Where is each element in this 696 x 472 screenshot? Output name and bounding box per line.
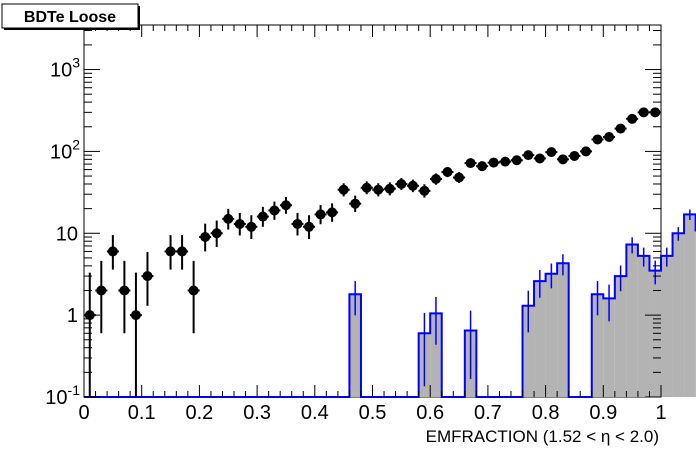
y-tick-label: 1 [67,305,78,327]
y-tick-label-exponent: -1 [68,382,81,398]
data-point [454,172,465,183]
data-point [477,161,488,172]
data-point [177,246,188,257]
data-point [119,285,130,296]
histogram-bar [430,313,442,397]
data-point [615,123,626,134]
x-axis-title: EMFRACTION (1.52 < η < 2.0) [426,427,659,446]
histogram-bar [349,294,361,397]
data-point [269,205,280,216]
x-tick-label: 0.2 [185,402,213,424]
histogram-bar [522,305,535,397]
histogram-layer [84,209,696,398]
histogram-bar [626,244,638,397]
x-tick-label: 1 [655,402,666,424]
histogram-bar [557,263,569,397]
data-point [142,271,153,282]
data-point [257,211,268,222]
data-point [338,184,349,195]
y-tick-label-exponent: 3 [72,55,80,71]
data-point [304,221,315,232]
histogram-bar [684,214,696,397]
histogram-bar [545,273,558,397]
y-tick-label: 10 [56,223,78,245]
data-point [534,153,545,164]
data-point [165,246,176,257]
data-point [223,213,234,224]
data-point [419,185,430,196]
axes-layer: 0 0.1 0.2 0.3 0.4 0.5 0.6 0.7 0.8 0.9 110-11101021… [45,25,667,424]
data-point [188,285,199,296]
histogram-bar [649,270,661,397]
histogram-bar [637,255,650,397]
data-point [557,154,568,165]
data-point [604,131,615,142]
x-tick-label: 0.3 [243,402,271,424]
data-point [627,113,638,124]
histogram-bar [614,276,627,397]
title-box: BDTe Loose [1,3,140,30]
data-point [523,150,534,161]
data-point [442,167,453,178]
title-box-frame [1,3,139,29]
x-tick-label: 0.6 [416,402,444,424]
data-point [569,150,580,161]
data-point [280,200,291,211]
x-tick-label: 0.5 [359,402,387,424]
y-tick-label: 10-1 [45,382,80,409]
data-point [292,218,303,229]
x-tick-label: 0.8 [532,402,560,424]
histogram-bar [591,294,604,397]
data-point [488,157,499,168]
y-tick-label: 102 [50,136,80,163]
x-tick-label: 0.4 [301,402,329,424]
y-tick-label-base: 10 [50,60,72,82]
data-point [315,209,326,220]
y-tick-label-base: 10 [50,141,72,163]
data-point [430,174,441,185]
data-point [396,178,407,189]
data-point [234,218,245,229]
data-point [361,182,372,193]
data-point [580,146,591,157]
data-point [107,246,118,257]
data-point [327,207,338,218]
y-tick-label: 103 [50,55,80,82]
data-point [592,134,603,145]
data-point [211,228,222,239]
histogram-bar [661,255,673,397]
x-tick-label: 0.9 [589,402,617,424]
data-point [407,180,418,191]
x-tick-label: 0.7 [474,402,502,424]
data-points-layer [83,107,662,397]
data-point [200,232,211,243]
data-point [384,183,395,194]
histogram-bar [534,281,546,397]
y-tick-label-exponent: 2 [72,136,80,152]
data-point [465,158,476,169]
data-point [350,198,361,209]
histogram-bar [672,233,685,397]
histogram-bar [603,298,615,397]
data-point [546,147,557,158]
data-point [511,155,522,166]
data-point [130,310,141,321]
data-point [373,184,384,195]
data-point [500,156,511,167]
data-point [638,107,649,118]
y-tick-label-base: 10 [45,387,67,409]
title-box-shadow [4,28,140,30]
data-point [246,221,257,232]
chart-title: BDTe Loose [24,9,116,26]
title-box-shadow-side [138,6,140,30]
plot-frame [83,24,662,398]
data-point [96,285,107,296]
x-tick-label: 0.1 [128,402,156,424]
x-tick-label: 0 [78,402,89,424]
